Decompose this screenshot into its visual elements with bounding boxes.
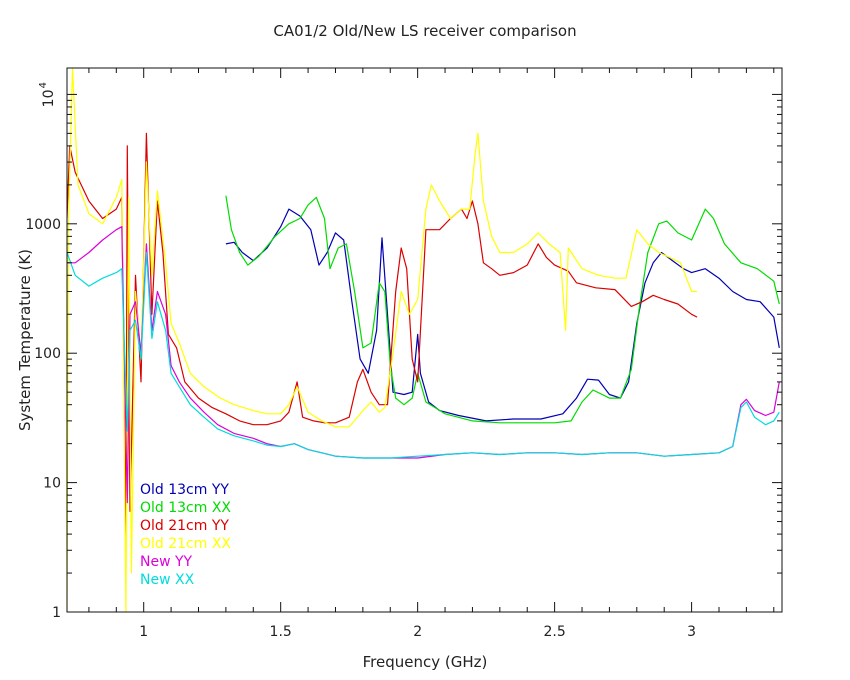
series-line-6 xyxy=(67,251,780,459)
legend: Old 13cm YY Old 13cm XX Old 21cm YY Old 21c… xyxy=(140,482,231,588)
y-tick-label: 1 xyxy=(52,605,61,621)
x-axis-label: Frequency (GHz) xyxy=(363,653,488,671)
legend-entry-3: Old 21cm YY xyxy=(140,518,229,534)
y-tick-label: 10 xyxy=(43,476,61,492)
legend-entry-5: New YY xyxy=(140,554,193,570)
legend-entry-4: Old 21cm XX xyxy=(140,536,231,552)
y-tick-label-exponent: 4 xyxy=(38,82,49,88)
plot-frame xyxy=(66,67,783,613)
series-line-5 xyxy=(67,226,780,504)
y-axis-label: System Temperature (K) xyxy=(16,249,34,431)
series-group xyxy=(67,68,780,612)
chart-title: CA01/2 Old/New LS receiver comparison xyxy=(273,22,576,40)
x-tick-label: 2.5 xyxy=(543,624,565,640)
legend-entry-1: Old 13cm YY xyxy=(140,482,229,498)
y-tick-label: 1000 xyxy=(25,217,61,233)
x-tick-label: 3 xyxy=(687,624,696,640)
y-tick-label-power: 104 xyxy=(38,82,57,107)
legend-entry-6: New XX xyxy=(140,572,195,588)
legend-entry-2: Old 13cm XX xyxy=(140,500,231,516)
series-line-3 xyxy=(67,132,698,543)
y-tick-label-base: 10 xyxy=(41,89,57,107)
series-line-2 xyxy=(225,195,780,424)
x-tick-label: 2 xyxy=(413,624,422,640)
y-tick-label: 100 xyxy=(34,346,61,362)
x-tick-label: 1 xyxy=(139,624,148,640)
x-tick-label: 1.5 xyxy=(270,624,292,640)
series-line-1 xyxy=(225,208,780,422)
